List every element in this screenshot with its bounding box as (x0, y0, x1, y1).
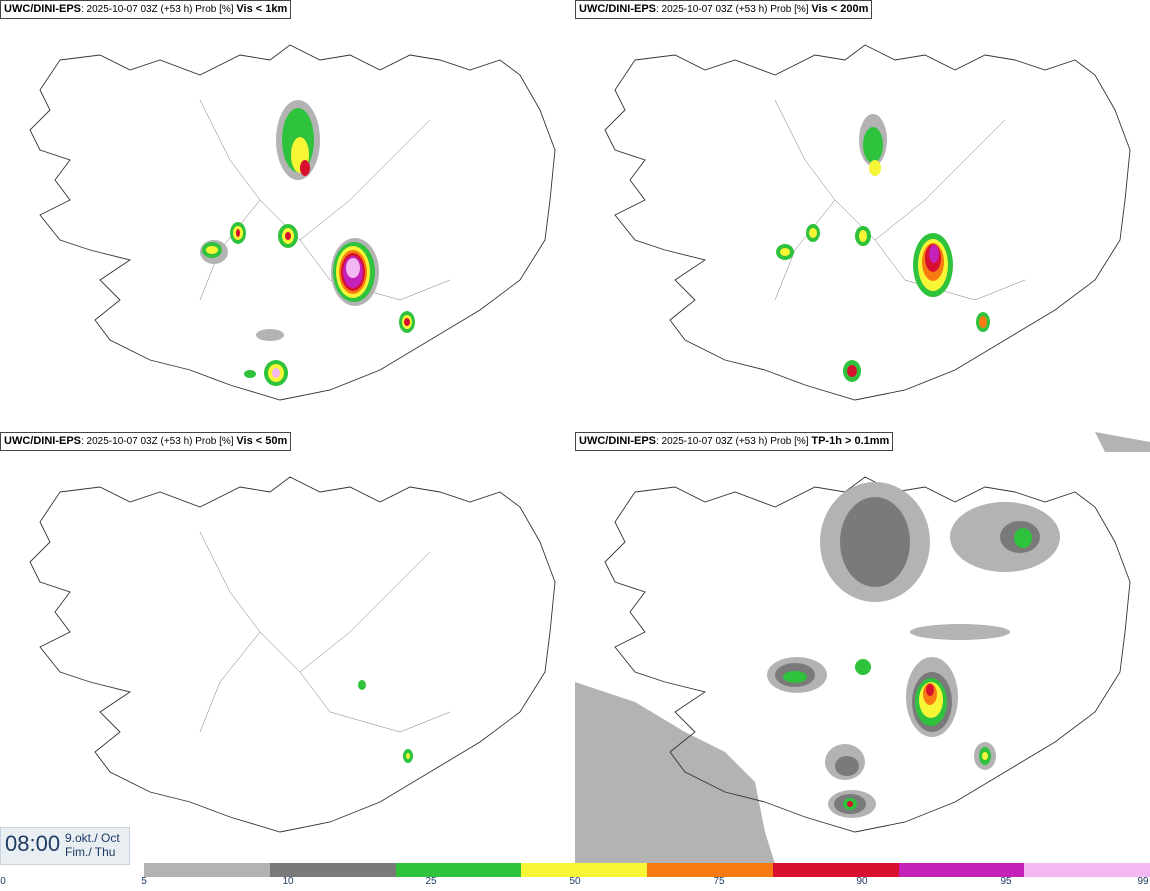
colorbar-tick-label: 10 (282, 876, 294, 887)
colorbar-tick-label: 0 (0, 876, 6, 887)
colorbar-tick-label: 5 (141, 876, 147, 887)
colorbar-segment (144, 863, 270, 877)
colorbar-segment (269, 863, 396, 877)
colorbar-ticks: 0 5 10 25 50 75 90 95 99 (0, 876, 1150, 890)
colorbar-tick-label: 75 (713, 876, 725, 887)
probability-colorbar (144, 863, 1150, 877)
colorbar-tick-label: 50 (569, 876, 581, 887)
map-panel-vis-200m: UWC/DINI-EPS: 2025-10-07 03Z (+53 h) Pro… (575, 0, 1150, 432)
iceland-map (575, 432, 1150, 864)
colorbar-segment (772, 863, 899, 877)
colorbar-segment (1024, 863, 1150, 877)
valid-time-box: 08:00 9.okt./ Oct Fim./ Thu (0, 827, 130, 865)
map-panel-tp-1h: UWC/DINI-EPS: 2025-10-07 03Z (+53 h) Pro… (575, 432, 1150, 864)
panel-title: UWC/DINI-EPS: 2025-10-07 03Z (+53 h) Pro… (0, 0, 292, 19)
valid-date-line1: 9.okt./ Oct (65, 831, 120, 845)
colorbar-segment (647, 863, 773, 877)
iceland-map (29, 476, 556, 833)
valid-date: 9.okt./ Oct Fim./ Thu (65, 831, 120, 859)
map-panel-vis-1km: UWC/DINI-EPS: 2025-10-07 03Z (+53 h) Pro… (0, 0, 575, 432)
colorbar-tick-label: 95 (1000, 876, 1012, 887)
iceland-map (29, 44, 556, 401)
valid-time: 08:00 (5, 831, 61, 856)
map-panel-vis-50m: UWC/DINI-EPS: 2025-10-07 03Z (+53 h) Pro… (0, 432, 575, 864)
panel-title: UWC/DINI-EPS: 2025-10-07 03Z (+53 h) Pro… (0, 432, 292, 451)
panel-title: UWC/DINI-EPS: 2025-10-07 03Z (+53 h) Pro… (575, 432, 894, 451)
colorbar-tick-label: 90 (856, 876, 868, 887)
colorbar-segment (521, 863, 647, 877)
colorbar-segment (898, 863, 1025, 877)
panel-title: UWC/DINI-EPS: 2025-10-07 03Z (+53 h) Pro… (575, 0, 873, 19)
iceland-map (604, 44, 1131, 401)
colorbar-tick-label: 99 (1137, 876, 1149, 887)
colorbar-segment (395, 863, 522, 877)
colorbar-tick-label: 25 (425, 876, 437, 887)
valid-date-line2: Fim./ Thu (65, 845, 116, 859)
